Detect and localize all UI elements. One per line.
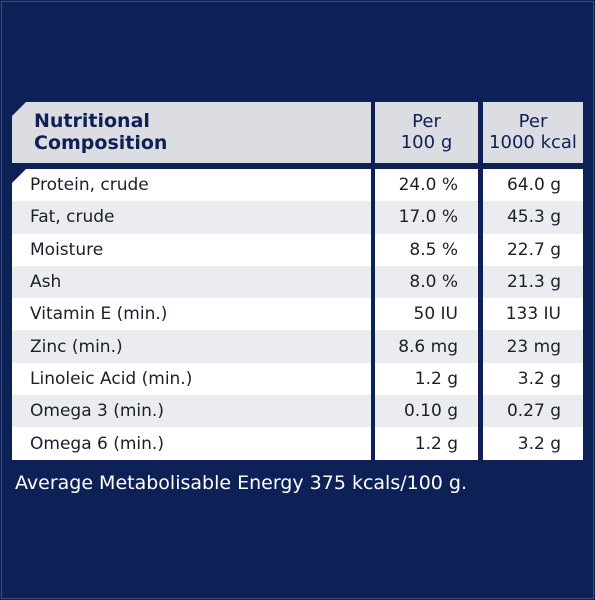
per-100g-cell: 24.0 % xyxy=(375,169,478,202)
per-100g-cell: 1.2 g xyxy=(375,427,478,460)
header-col1-line2: 100 g xyxy=(400,132,453,153)
per-100g-cell: 50 IU xyxy=(375,298,478,331)
per-1000kcal-cell: 3.2 g xyxy=(483,362,583,396)
per-100g-cell: 1.2 g xyxy=(375,362,478,396)
header-col2-line2: 1000 kcal xyxy=(489,132,577,153)
per-100g-cell: 8.6 mg xyxy=(375,330,478,363)
header-per-1000kcal: Per 1000 kcal xyxy=(483,102,583,163)
header-label-line2: Composition xyxy=(34,132,168,154)
per-1000kcal-cell: 22.7 g xyxy=(483,233,583,266)
table-row: Ash 8.0 % 21.3 g xyxy=(12,265,583,299)
table-header: Nutritional Composition Per 100 g Per 10… xyxy=(12,102,583,163)
nutrient-cell: Protein, crude xyxy=(12,169,371,202)
table-row: Moisture 8.5 % 22.7 g xyxy=(12,233,583,266)
nutrient-cell: Omega 6 (min.) xyxy=(12,427,371,460)
table-row: Linoleic Acid (min.) 1.2 g 3.2 g xyxy=(12,362,583,396)
table-row: Fat, crude 17.0 % 45.3 g xyxy=(12,201,583,234)
table-row: Protein, crude 24.0 % 64.0 g xyxy=(12,169,583,202)
per-1000kcal-cell: 21.3 g xyxy=(483,265,583,299)
per-100g-cell: 8.0 % xyxy=(375,265,478,299)
table-row: Omega 3 (min.) 0.10 g 0.27 g xyxy=(12,395,583,428)
per-100g-cell: 8.5 % xyxy=(375,233,478,266)
nutrient-cell: Ash xyxy=(12,265,371,299)
table-row: Omega 6 (min.) 1.2 g 3.2 g xyxy=(12,427,583,460)
energy-footnote: Average Metabolisable Energy 375 kcals/1… xyxy=(15,472,468,494)
nutrient-cell: Fat, crude xyxy=(12,201,371,234)
per-100g-cell: 17.0 % xyxy=(375,201,478,234)
per-1000kcal-cell: 45.3 g xyxy=(483,201,583,234)
nutrition-table: Nutritional Composition Per 100 g Per 10… xyxy=(12,102,583,460)
table-row: Zinc (min.) 8.6 mg 23 mg xyxy=(12,330,583,363)
per-100g-cell: 0.10 g xyxy=(375,395,478,428)
per-1000kcal-cell: 3.2 g xyxy=(483,427,583,460)
header-col2-line1: Per xyxy=(518,111,548,132)
header-per-100g: Per 100 g xyxy=(375,102,478,163)
nutrient-cell: Zinc (min.) xyxy=(12,330,371,363)
nutrient-cell: Linoleic Acid (min.) xyxy=(12,362,371,396)
nutrient-cell: Moisture xyxy=(12,233,371,266)
header-nutrient-label: Nutritional Composition xyxy=(12,102,371,163)
header-col1-line1: Per xyxy=(412,111,441,132)
per-1000kcal-cell: 133 IU xyxy=(483,298,583,331)
nutrient-cell: Omega 3 (min.) xyxy=(12,395,371,428)
per-1000kcal-cell: 64.0 g xyxy=(483,169,583,202)
header-label-line1: Nutritional xyxy=(34,110,150,132)
table-body: Protein, crude 24.0 % 64.0 g Fat, crude 17.0… xyxy=(12,169,583,460)
per-1000kcal-cell: 23 mg xyxy=(483,330,583,363)
per-1000kcal-cell: 0.27 g xyxy=(483,395,583,428)
table-row: Vitamin E (min.) 50 IU 133 IU xyxy=(12,298,583,331)
nutrient-cell: Vitamin E (min.) xyxy=(12,298,371,331)
